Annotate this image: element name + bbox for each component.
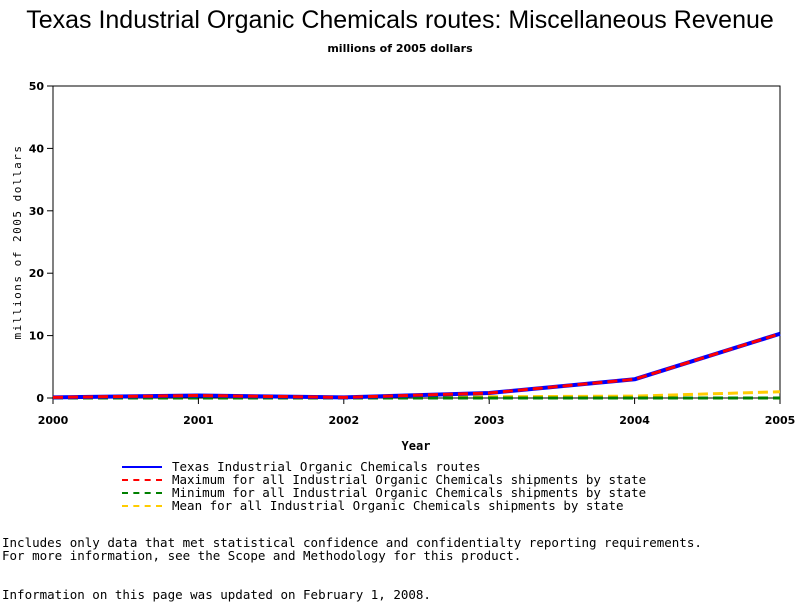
x-tick-label: 2005 — [765, 414, 796, 427]
y-tick-label: 20 — [29, 267, 45, 280]
y-tick-label: 0 — [36, 392, 44, 405]
y-tick-label: 30 — [29, 205, 45, 218]
legend-swatch-minimum — [122, 491, 162, 494]
x-tick-label: 2000 — [38, 414, 69, 427]
x-tick-label: 2002 — [328, 414, 359, 427]
legend-item-maximum: Maximum for all Industrial Organic Chemi… — [122, 473, 646, 486]
footnotes: Includes only data that met statistical … — [2, 536, 702, 562]
y-tick-label: 10 — [29, 330, 45, 343]
legend-swatch-texas — [122, 465, 162, 468]
chart-title: Texas Industrial Organic Chemicals route… — [26, 6, 774, 34]
legend-label-minimum: Minimum for all Industrial Organic Chemi… — [172, 485, 647, 500]
plot-frame — [52, 85, 781, 399]
legend-item-mean: Mean for all Industrial Organic Chemical… — [122, 499, 646, 512]
y-tick-label: 40 — [29, 142, 45, 155]
line-chart: 0 10 20 30 40 50 2000 2001 2002 2003 2004 2005 mil… — [11, 80, 796, 453]
legend-swatch-maximum — [122, 478, 162, 481]
legend-item-texas: Texas Industrial Organic Chemicals route… — [122, 460, 646, 473]
y-tick-label: 50 — [29, 80, 45, 93]
chart-subtitle: millions of 2005 dollars — [327, 42, 473, 55]
y-axis-label: millions of 2005 dollars — [11, 145, 24, 340]
y-axis: 0 10 20 30 40 50 — [29, 80, 53, 405]
x-axis-label: Year — [402, 439, 431, 453]
footnote-methodology: For more information, see the Scope and … — [2, 548, 522, 563]
x-tick-label: 2003 — [474, 414, 505, 427]
update-notice: Information on this page was updated on … — [2, 587, 431, 602]
x-tick-label: 2001 — [183, 414, 214, 427]
footnote-confidentiality: Includes only data that met statistical … — [2, 535, 702, 550]
legend-label-maximum: Maximum for all Industrial Organic Chemi… — [172, 472, 647, 487]
chart-legend: Texas Industrial Organic Chemicals route… — [122, 460, 646, 512]
x-axis: 2000 2001 2002 2003 2004 2005 — [38, 398, 796, 427]
x-tick-label: 2004 — [619, 414, 650, 427]
legend-label-mean: Mean for all Industrial Organic Chemical… — [172, 498, 624, 513]
series-line-maximum — [52, 332, 781, 399]
series-line-texas — [52, 331, 781, 400]
series-layer — [52, 331, 781, 400]
legend-label-texas: Texas Industrial Organic Chemicals route… — [172, 459, 481, 474]
legend-item-minimum: Minimum for all Industrial Organic Chemi… — [122, 486, 646, 499]
legend-swatch-mean — [122, 504, 162, 507]
